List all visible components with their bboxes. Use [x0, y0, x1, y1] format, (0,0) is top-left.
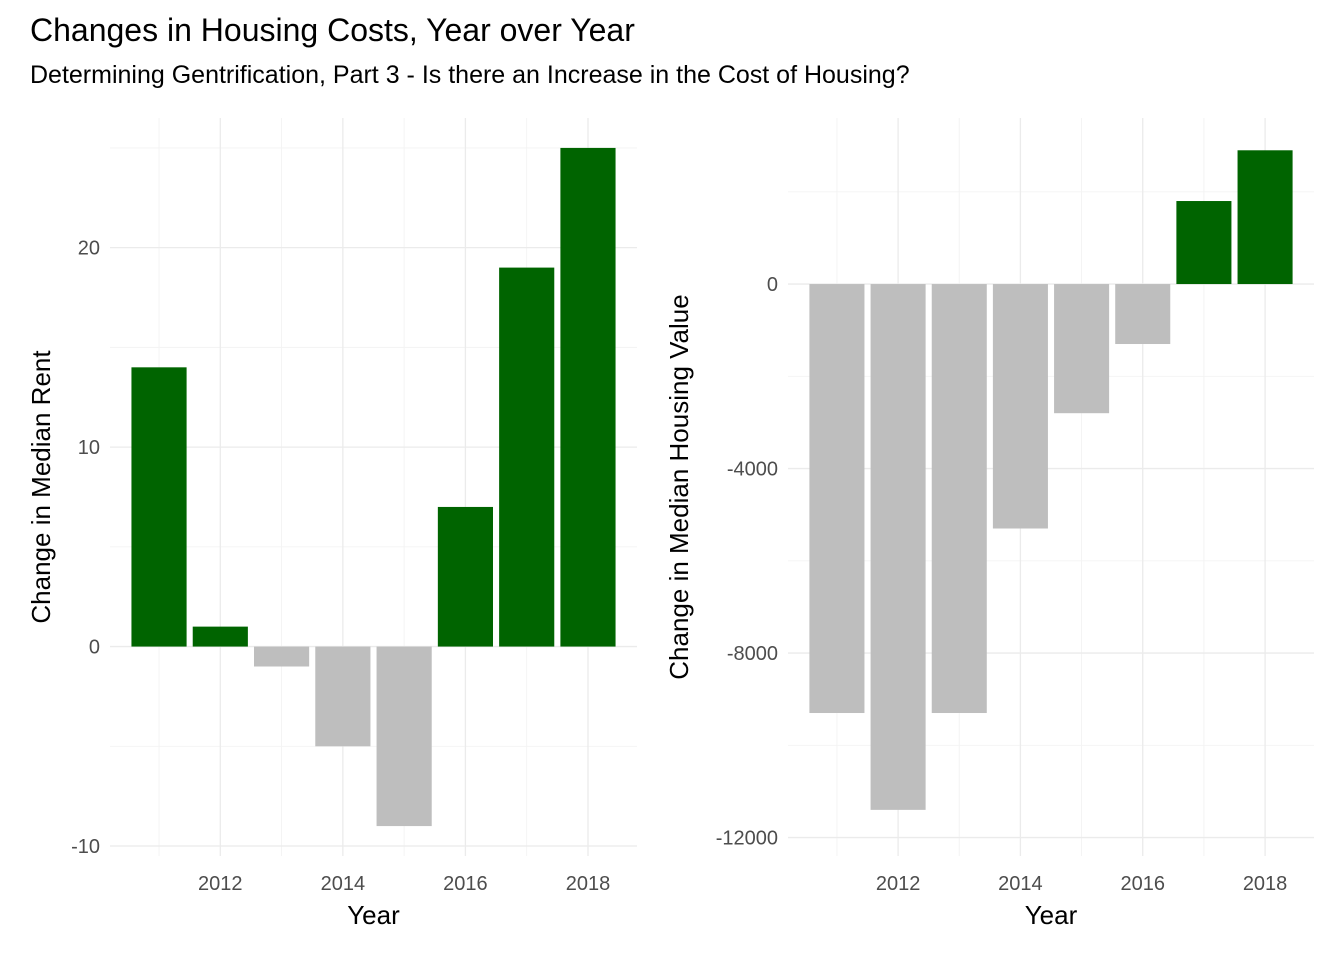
y-tick-label: 0	[89, 637, 100, 659]
chart-subtitle: Determining Gentrification, Part 3 - Is …	[30, 61, 910, 89]
value-y-axis-title: Change in Median Housing Value	[664, 294, 694, 679]
bar-2012	[870, 284, 926, 810]
x-tick-label: 2018	[1243, 873, 1288, 895]
bar-2011	[131, 367, 187, 647]
bar-2011	[809, 284, 865, 714]
bar-2018	[560, 147, 616, 647]
value-tick-labels: 2012 2014 2016 2018 -12000 -8000 -4000 0	[716, 274, 1288, 895]
x-tick-label: 2018	[566, 873, 611, 895]
x-tick-label: 2014	[321, 873, 366, 895]
x-tick-label: 2012	[198, 873, 243, 895]
bar-2018	[1237, 150, 1293, 285]
bar-2015	[1054, 284, 1110, 414]
chart-title: Changes in Housing Costs, Year over Year	[30, 12, 635, 48]
y-tick-label: 10	[78, 437, 100, 459]
x-tick-label: 2014	[998, 873, 1043, 895]
rent-x-axis-title: Year	[347, 900, 400, 930]
value-gridlines	[788, 118, 1314, 856]
y-tick-label: -8000	[727, 643, 778, 665]
bar-2017	[499, 267, 555, 647]
y-tick-label: -12000	[716, 828, 778, 850]
bar-2016	[1115, 284, 1171, 345]
bar-2014	[315, 646, 371, 747]
bar-2017	[1176, 201, 1232, 285]
bar-2015	[376, 646, 432, 827]
x-tick-label: 2012	[876, 873, 921, 895]
rent-y-axis-title: Change in Median Rent	[26, 350, 56, 624]
bar-2013	[254, 646, 310, 667]
x-tick-label: 2016	[443, 873, 488, 895]
bar-2012	[192, 626, 248, 647]
y-tick-label: 20	[78, 238, 100, 260]
value-bars	[809, 150, 1293, 810]
bar-2016	[437, 506, 493, 647]
rent-tick-labels: 2012 2014 2016 2018 -10 0 10 20	[71, 238, 610, 895]
bar-2014	[992, 284, 1048, 529]
rent-bars	[131, 147, 616, 827]
value-x-axis-title: Year	[1025, 900, 1078, 930]
y-tick-label: 0	[767, 274, 778, 296]
y-tick-label: -4000	[727, 459, 778, 481]
y-tick-label: -10	[71, 836, 100, 858]
x-tick-label: 2016	[1120, 873, 1165, 895]
bar-2013	[931, 284, 987, 714]
